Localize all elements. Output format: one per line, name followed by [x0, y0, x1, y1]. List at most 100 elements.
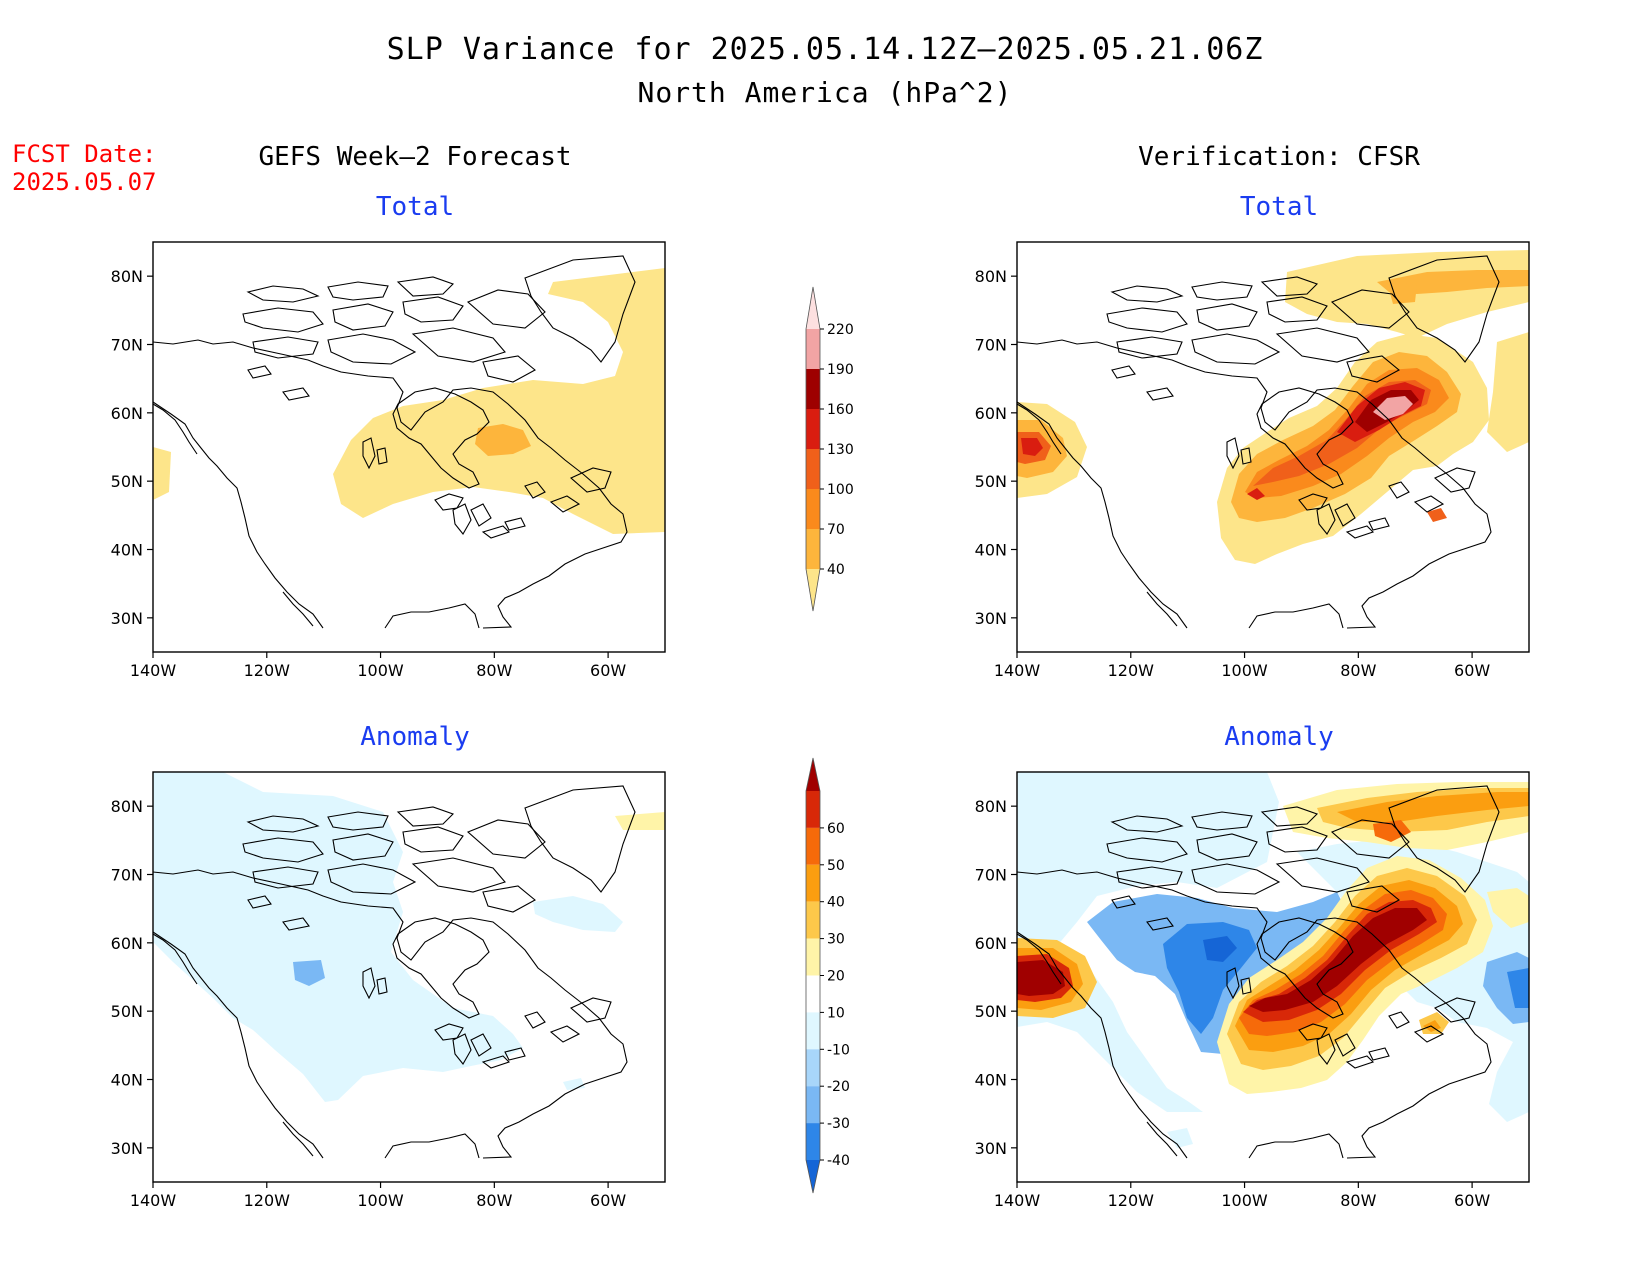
lat-tick-label: 50N — [975, 472, 1007, 491]
lon-tick-label: 80W — [1340, 661, 1376, 680]
lon-tick-label: 120W — [1108, 661, 1155, 680]
colorbar-swatch — [806, 1123, 820, 1160]
lon-tick-label: 100W — [357, 661, 404, 680]
colorbar-top-arrow — [806, 287, 820, 329]
colorbar-anomaly: -40 -30 -20 -10 10 20 30 40 50 60 — [805, 757, 850, 1194]
right-column-title: Verification: CFSR — [1138, 142, 1420, 172]
lat-tick-label: 70N — [111, 866, 143, 885]
lat-tick-label: 30N — [111, 609, 143, 628]
lat-tick-label: 60N — [111, 404, 143, 423]
lon-tick-label: 80W — [476, 661, 512, 680]
lon-tick-label: 100W — [1221, 661, 1268, 680]
colorbar-top-arrow — [806, 758, 820, 791]
colorbar-swatch — [806, 529, 820, 569]
lat-tick-label: 70N — [975, 866, 1007, 885]
lat-tick-label: 70N — [975, 336, 1007, 355]
lon-tick-label: 140W — [130, 661, 177, 680]
colorbar-swatch — [806, 1086, 820, 1124]
colorbar-swatch — [806, 864, 820, 902]
lat-tick-label: 40N — [111, 1071, 143, 1090]
colorbar-bottom-arrow — [806, 569, 820, 611]
forecast-date-label: FCST Date: — [12, 140, 157, 168]
colorbar-swatch — [806, 975, 820, 1013]
shaded-field — [153, 268, 665, 534]
lat-tick-label: 80N — [111, 267, 143, 286]
colorbar-total: 40 70 100 130 160 190 220 — [805, 286, 854, 612]
lat-tick-label: 30N — [111, 1139, 143, 1158]
map-frame — [152, 241, 666, 653]
map-frame — [152, 771, 666, 1183]
lon-tick-label: 140W — [994, 661, 1041, 680]
colorbar-swatch — [806, 901, 820, 939]
lat-tick-label: 50N — [975, 1002, 1007, 1021]
panel-title-forecast-total: Total — [375, 192, 455, 222]
lon-tick-label: 60W — [1454, 1191, 1490, 1210]
colorbar-swatch — [806, 369, 820, 409]
axes-layer: 80N 70N 60N 50N 40N 30N 140W 120W 100W 80W 60W 80N 7… — [111, 267, 1491, 1210]
lat-tick-label: 40N — [975, 541, 1007, 560]
colorbar-swatch — [806, 791, 820, 828]
panel-title-verification-total: Total — [1239, 192, 1319, 222]
lat-tick-label: 60N — [111, 934, 143, 953]
lon-tick-label: 120W — [244, 1191, 291, 1210]
main-title: SLP Variance for 2025.05.14.12Z–2025.05.… — [386, 32, 1264, 67]
lon-tick-label: 80W — [1340, 1191, 1376, 1210]
forecast-date-block: FCST Date: 2025.05.07 — [12, 140, 157, 196]
colorbar-label: -20 — [827, 1079, 850, 1095]
left-column-title: GEFS Week–2 Forecast — [258, 142, 572, 172]
map-forecast-anomaly — [152, 771, 666, 1183]
shaded-field — [1017, 772, 1529, 1148]
colorbar-label: 130 — [827, 442, 854, 458]
colorbar-label: 10 — [827, 1005, 845, 1021]
lon-tick-label: 100W — [1221, 1191, 1268, 1210]
colorbar-swatch — [806, 1049, 820, 1087]
lon-tick-label: 80W — [476, 1191, 512, 1210]
lon-tick-label: 60W — [1454, 661, 1490, 680]
colorbar-label: -40 — [827, 1153, 850, 1169]
lat-tick-label: 60N — [975, 404, 1007, 423]
colorbar-label: 50 — [827, 858, 845, 874]
colorbar-label: 190 — [827, 362, 854, 378]
colorbar-label: 20 — [827, 969, 845, 985]
lon-tick-label: 100W — [357, 1191, 404, 1210]
colorbar-label: 220 — [827, 322, 854, 338]
colorbar-swatch — [806, 329, 820, 369]
colorbar-label: 100 — [827, 482, 854, 498]
main-subtitle: North America (hPa^2) — [637, 76, 1013, 109]
panel-title-verification-anomaly: Anomaly — [1224, 722, 1334, 752]
lat-tick-label: 80N — [975, 797, 1007, 816]
lon-tick-label: 60W — [590, 1191, 626, 1210]
lat-tick-label: 40N — [975, 1071, 1007, 1090]
lat-tick-label: 30N — [975, 609, 1007, 628]
colorbar-label: -10 — [827, 1042, 850, 1058]
lon-tick-label: 60W — [590, 661, 626, 680]
lat-tick-label: 80N — [111, 797, 143, 816]
colorbar-label: 40 — [827, 562, 845, 578]
colorbar-swatch — [806, 938, 820, 976]
colorbar-label: 160 — [827, 402, 854, 418]
lon-tick-label: 120W — [1108, 1191, 1155, 1210]
lon-tick-label: 140W — [994, 1191, 1041, 1210]
panel-title-forecast-anomaly: Anomaly — [360, 722, 470, 752]
lon-tick-label: 120W — [244, 661, 291, 680]
colorbar-label: 40 — [827, 895, 845, 911]
colorbar-swatch — [806, 409, 820, 449]
colorbar-label: -30 — [827, 1116, 850, 1132]
colorbar-swatch — [806, 489, 820, 529]
map-forecast-total — [152, 241, 666, 653]
map-verification-total — [1016, 241, 1530, 653]
colorbar-swatch — [806, 827, 820, 865]
map-frame — [1016, 771, 1530, 1183]
colorbar-swatch — [806, 1012, 820, 1050]
lat-tick-label: 40N — [111, 541, 143, 560]
map-verification-anomaly — [1016, 771, 1530, 1183]
colorbar-swatch — [806, 449, 820, 489]
lat-tick-label: 30N — [975, 1139, 1007, 1158]
colorbar-label: 70 — [827, 522, 845, 538]
shaded-field — [153, 772, 665, 1102]
lat-tick-label: 70N — [111, 336, 143, 355]
lat-tick-label: 80N — [975, 267, 1007, 286]
forecast-date-value: 2025.05.07 — [12, 168, 157, 196]
colorbar-label: 60 — [827, 821, 845, 837]
